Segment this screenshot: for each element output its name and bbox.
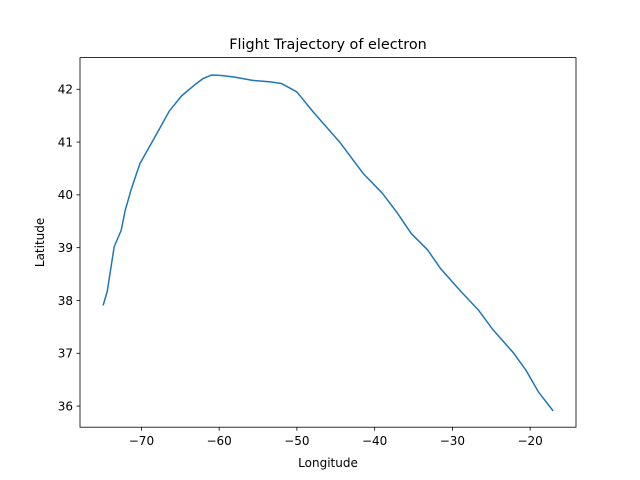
series-line-electron <box>102 74 554 412</box>
axes-frame <box>79 57 577 428</box>
y-tick-label: 36 <box>58 399 73 413</box>
y-axis-label: Latitude <box>33 218 47 267</box>
x-axis-ticks: −70 −60 −50 −40 −30 −20 <box>129 427 543 448</box>
axes-background <box>80 57 576 428</box>
x-tick-label: −70 <box>129 434 154 448</box>
x-tick-label: −50 <box>284 434 309 448</box>
y-tick-label: 41 <box>58 135 73 149</box>
x-tick-label: −20 <box>517 434 542 448</box>
x-tick-label: −40 <box>362 434 387 448</box>
y-tick-label: 38 <box>58 294 73 308</box>
y-tick-label: 42 <box>58 83 73 97</box>
x-tick-label: −60 <box>206 434 231 448</box>
chart-title: Flight Trajectory of electron <box>229 37 427 53</box>
y-tick-label: 40 <box>58 188 73 202</box>
y-tick-label: 39 <box>58 241 73 255</box>
series-layer <box>102 74 554 412</box>
x-axis-label: Longitude <box>298 456 358 470</box>
x-tick-label: −30 <box>440 434 465 448</box>
plot-area <box>79 57 577 428</box>
y-axis-ticks: 36 37 38 39 40 41 42 <box>58 83 80 413</box>
y-tick-label: 37 <box>58 347 73 361</box>
